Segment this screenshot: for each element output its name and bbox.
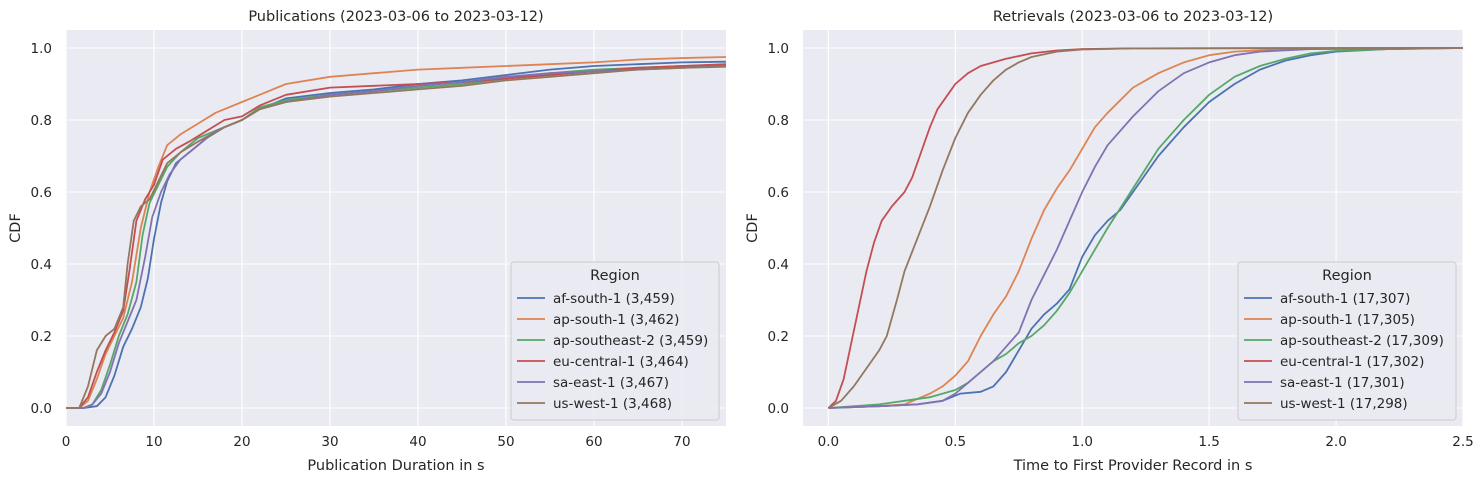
legend-label-4: sa-east-1 (17,301) <box>1280 375 1405 391</box>
legend-label-5: us-west-1 (17,298) <box>1280 396 1408 412</box>
x-tick-label: 40 <box>409 434 426 450</box>
y-tick-label: 0.0 <box>31 401 52 417</box>
x-tick-label: 1.0 <box>1071 434 1092 450</box>
series-line-3 <box>66 63 726 409</box>
legend-label-1: ap-south-1 (3,462) <box>553 312 679 328</box>
x-tick-label: 1.5 <box>1198 434 1219 450</box>
publications-panel: 0 10 20 30 40 50 60 70 0.0 0.2 0.4 0.6 0.8 1.0 Publica… <box>8 9 726 474</box>
series-line-2 <box>828 47 1463 409</box>
legend-title: Region <box>590 268 640 284</box>
x-axis-label: Publication Duration in s <box>307 458 484 474</box>
legend-label-4: sa-east-1 (3,467) <box>553 375 669 391</box>
y-tick-label: 0.8 <box>31 113 52 129</box>
series-group <box>827 47 1463 409</box>
y-tick-label: 0.6 <box>768 185 789 201</box>
y-tick-label: 0.8 <box>768 113 789 129</box>
y-tick-label: 1.0 <box>31 41 52 57</box>
x-tick-label: 50 <box>497 434 514 450</box>
y-tick-label: 0.2 <box>31 329 52 345</box>
y-tick-label: 0.0 <box>768 401 789 417</box>
series-line-4 <box>828 47 1463 409</box>
legend-box <box>510 261 720 421</box>
x-tick-label: 0.0 <box>818 434 839 450</box>
x-tick-label: 0 <box>62 434 71 450</box>
y-tick-label: 0.2 <box>768 329 789 345</box>
legend-title: Region <box>1322 268 1372 284</box>
series-line-0 <box>828 47 1463 409</box>
x-tick-label: 30 <box>321 434 338 450</box>
legend-label-2: ap-southeast-2 (3,459) <box>553 333 708 349</box>
y-tick-label: 0.4 <box>768 257 789 273</box>
chart-title: Retrievals (2023-03-06 to 2023-03-12) <box>993 9 1273 25</box>
series-line-5 <box>66 65 726 409</box>
retrievals-panel: 0.0 0.5 1.0 1.5 2.0 2.5 0.0 0.2 0.4 0.6 0.8 1.0 Retr… <box>745 9 1474 474</box>
x-tick-label: 60 <box>585 434 602 450</box>
y-tick-label: 0.6 <box>31 185 52 201</box>
x-tick-label: 2.5 <box>1452 434 1473 450</box>
series-line-4 <box>66 65 726 409</box>
series-line-3 <box>827 47 1463 409</box>
series-group <box>66 56 726 409</box>
legend-label-3: eu-central-1 (3,464) <box>553 354 689 370</box>
y-tick-label: 1.0 <box>768 41 789 57</box>
y-tick-label: 0.4 <box>31 257 52 273</box>
series-line-5 <box>827 47 1463 409</box>
legend: Region af-south-1 (3,459) ap-south-1 (3,46… <box>510 261 720 421</box>
legend-label-1: ap-south-1 (17,305) <box>1280 312 1415 328</box>
x-tick-label: 0.5 <box>945 434 966 450</box>
y-axis-label: CDF <box>745 213 761 243</box>
legend-label-2: ap-southeast-2 (17,309) <box>1280 333 1444 349</box>
legend: Region af-south-1 (17,307) ap-south-1 (17,… <box>1237 261 1457 421</box>
legend-label-0: af-south-1 (17,307) <box>1280 291 1410 307</box>
y-axis-label: CDF <box>8 213 24 243</box>
x-tick-label: 20 <box>233 434 250 450</box>
x-tick-label: 2.0 <box>1325 434 1346 450</box>
legend-label-0: af-south-1 (3,459) <box>553 291 675 307</box>
legend-label-3: eu-central-1 (17,302) <box>1280 354 1424 370</box>
legend-box <box>1237 261 1457 421</box>
x-axis-label: Time to First Provider Record in s <box>1013 458 1253 474</box>
series-line-1 <box>828 47 1463 409</box>
series-line-1 <box>66 56 726 409</box>
x-tick-label: 70 <box>673 434 690 450</box>
chart-title: Publications (2023-03-06 to 2023-03-12) <box>248 9 543 25</box>
legend-label-5: us-west-1 (3,468) <box>553 396 672 412</box>
x-tick-label: 10 <box>145 434 162 450</box>
